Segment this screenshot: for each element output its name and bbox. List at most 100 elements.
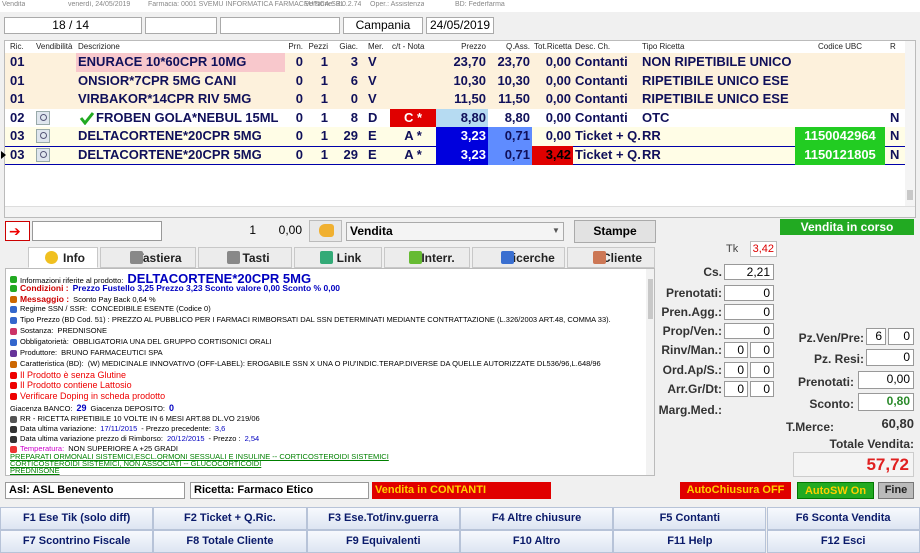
arrow-icon: ➔ bbox=[9, 223, 21, 239]
status-payment: Vendita in CONTANTI bbox=[372, 482, 551, 499]
line-icon bbox=[10, 416, 17, 423]
table-cell: 1150042964 bbox=[795, 127, 885, 146]
info-line: Caratteristica (BD): (W) MEDICINALE INNOV… bbox=[10, 359, 601, 370]
table-cell: 1 bbox=[320, 54, 328, 69]
counter-value: 0 bbox=[724, 304, 774, 320]
table-cell: 3,42 bbox=[532, 146, 573, 165]
function-key[interactable]: F8 Totale Cliente bbox=[153, 530, 307, 553]
arrow-button[interactable]: ➔ bbox=[5, 221, 30, 241]
info-line: Informazioni riferite al prodotto: DELTAC… bbox=[10, 272, 311, 288]
tab[interactable]: Tasti bbox=[198, 247, 292, 268]
info-panel: Informazioni riferite al prodotto: DELTAC… bbox=[5, 268, 655, 476]
table-cell: 11,50 bbox=[498, 91, 530, 107]
function-key[interactable]: F7 Scontrino Fiscale bbox=[0, 530, 154, 553]
column-header: Descrizione bbox=[78, 42, 120, 51]
function-key[interactable]: F4 Altre chiusure bbox=[459, 507, 614, 530]
table-cell: 10,30 bbox=[453, 72, 486, 88]
tab[interactable]: Info bbox=[28, 247, 98, 268]
status-auto-sw[interactable]: AutoSW On bbox=[797, 482, 874, 499]
table-cell: Contanti bbox=[575, 72, 628, 88]
info-line: Il Prodotto contiene Lattosio bbox=[10, 380, 132, 391]
hand-button[interactable] bbox=[309, 220, 342, 242]
tab[interactable]: Link bbox=[294, 247, 382, 268]
function-key[interactable]: F1 Ese Tik (solo diff) bbox=[0, 507, 154, 530]
table-row[interactable] bbox=[5, 71, 905, 91]
status-auto-close[interactable]: AutoChiusura OFF bbox=[680, 482, 791, 499]
info-text: Regime SSN / SSR: bbox=[20, 304, 88, 313]
top-bar-date: 24/05/2019 bbox=[426, 17, 494, 34]
table-cell: 0,00 bbox=[545, 109, 571, 125]
table-cell: 8,80 bbox=[504, 109, 530, 125]
info-text: PREPARATI ORMONALI SISTEMICI,ESCL.ORMONI… bbox=[10, 452, 389, 461]
counter-label: Pren.Agg.: bbox=[661, 305, 722, 319]
counter-value: 0 bbox=[750, 362, 774, 378]
table-cell: 23,70 bbox=[453, 54, 486, 69]
tab[interactable]: Ricerche bbox=[472, 247, 565, 268]
info-text: - Prezzo : bbox=[208, 434, 241, 443]
status-end[interactable]: Fine bbox=[878, 482, 914, 499]
function-key[interactable]: F11 Help bbox=[613, 530, 767, 553]
info-line: Data ultima variazione: 17/11/2015- Prezz… bbox=[10, 424, 225, 435]
table-cell: 1150121805 bbox=[795, 146, 885, 165]
table-cell: 0 bbox=[295, 72, 303, 88]
mode-select[interactable]: Vendita bbox=[346, 222, 564, 241]
info-text: Sostanza: bbox=[20, 326, 54, 335]
function-key[interactable]: F5 Contanti bbox=[613, 507, 767, 530]
counter-label: Marg.Med.: bbox=[658, 403, 722, 417]
column-header: Giac. bbox=[339, 42, 358, 51]
column-header: Tipo Ricetta bbox=[642, 42, 685, 51]
table-cell: 01 bbox=[10, 91, 25, 107]
table-cell: 1 bbox=[320, 72, 328, 88]
info-line: Produttore: BRUNO FARMACEUTICI SPA bbox=[10, 348, 163, 359]
info-text: Data ultima variazione: bbox=[20, 424, 97, 433]
table-row[interactable] bbox=[5, 90, 905, 109]
info-text: Data ultima variazione prezzo di Rimbors… bbox=[20, 434, 163, 443]
totals-label: Pz.Ven/Pre: bbox=[798, 331, 864, 345]
table-cell: A * bbox=[404, 147, 422, 162]
table-cell: 8,80 bbox=[436, 108, 488, 128]
info-text: Il Prodotto contiene Lattosio bbox=[20, 380, 132, 390]
column-header: Vendibilità bbox=[36, 42, 73, 51]
top-bar-region: Campania bbox=[343, 17, 423, 34]
table-cell: Ticket + Q. bbox=[575, 128, 640, 144]
function-key[interactable]: F2 Ticket + Q.Ric. bbox=[153, 507, 307, 530]
line-icon bbox=[10, 317, 17, 324]
function-key[interactable]: F6 Sconta Vendita bbox=[766, 507, 920, 530]
info-text: 3,6 bbox=[214, 424, 226, 433]
v-scroll-thumb bbox=[907, 190, 913, 200]
function-key[interactable]: F3 Ese.Tot/inv.guerra bbox=[306, 507, 460, 530]
table-cell: 0,71 bbox=[488, 127, 532, 146]
info-line: Sostanza: PREDNISONE bbox=[10, 326, 107, 337]
table-cell: NON RIPETIBILE UNICO bbox=[642, 54, 792, 69]
tab[interactable]: Cliente bbox=[567, 247, 655, 268]
table-cell: 1 bbox=[320, 91, 328, 107]
window-title: Vendita bbox=[2, 1, 26, 8]
table-cell: Ticket + Q. bbox=[575, 147, 640, 162]
function-key[interactable]: F12 Esci bbox=[766, 530, 920, 553]
info-line: Verificare Doping in scheda prodotto bbox=[10, 391, 165, 402]
print-button[interactable]: Stampe bbox=[574, 220, 656, 243]
check-icon bbox=[79, 111, 95, 125]
info-line: Temperatura: NON SUPERIORE A +25 GRADI bbox=[10, 444, 178, 455]
column-header: Desc. Ch. bbox=[575, 42, 611, 51]
table-cell: 0 bbox=[295, 109, 303, 125]
line-icon bbox=[10, 328, 17, 335]
info-line: CORTICOSTEROIDI SISTEMICI, NON ASSOCIATI… bbox=[10, 459, 261, 470]
tab[interactable]: Interr. bbox=[384, 247, 470, 268]
column-header: Prn. bbox=[288, 42, 303, 51]
info-text: PREDNISONE bbox=[10, 466, 60, 475]
line-icon bbox=[10, 372, 17, 379]
function-key[interactable]: F9 Equivalenti bbox=[306, 530, 460, 553]
table-cell: E bbox=[368, 147, 377, 162]
function-key[interactable]: F10 Altro bbox=[459, 530, 614, 553]
table-cell: 3,23 bbox=[436, 127, 488, 146]
info-text: RR - RICETTA RIPETIBILE 10 VOLTE IN 6 ME… bbox=[20, 414, 260, 423]
table-cell: 03 bbox=[10, 147, 25, 162]
line-icon bbox=[10, 436, 17, 443]
info-text: NON SUPERIORE A +25 GRADI bbox=[68, 444, 179, 453]
table-cell: 1 bbox=[320, 147, 328, 162]
tab[interactable]: Tastiera bbox=[100, 247, 196, 268]
search-input[interactable] bbox=[32, 221, 162, 241]
info-text: Obbligatorietà: bbox=[20, 337, 69, 346]
column-header: Prezzo bbox=[461, 42, 486, 51]
